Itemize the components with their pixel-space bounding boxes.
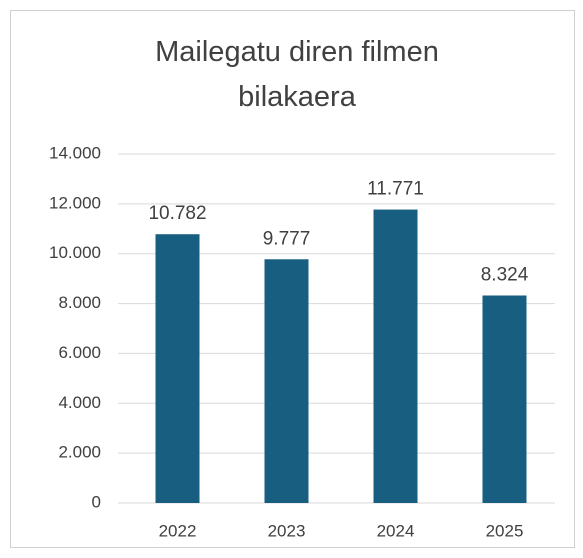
y-tick-label: 2.000 bbox=[58, 443, 101, 462]
bar bbox=[155, 234, 200, 503]
x-tick-label: 2024 bbox=[377, 521, 415, 540]
y-tick-label: 10.000 bbox=[49, 243, 101, 262]
data-label: 8.324 bbox=[481, 265, 529, 286]
bar bbox=[264, 259, 309, 503]
data-label: 9.777 bbox=[263, 228, 311, 249]
x-tick-label: 2022 bbox=[159, 521, 197, 540]
bar bbox=[482, 295, 527, 503]
y-tick-label: 4.000 bbox=[58, 393, 101, 412]
bar bbox=[373, 209, 418, 503]
y-tick-label: 6.000 bbox=[58, 343, 101, 362]
y-tick-label: 12.000 bbox=[49, 193, 101, 212]
y-tick-label: 14.000 bbox=[49, 143, 101, 162]
data-label: 11.771 bbox=[367, 179, 424, 200]
x-tick-label: 2025 bbox=[486, 521, 524, 540]
y-tick-label: 0 bbox=[92, 492, 101, 511]
y-tick-label: 8.000 bbox=[58, 293, 101, 312]
data-label: 10.782 bbox=[148, 203, 206, 224]
chart-title: Mailegatu diren filmen bilakaera bbox=[155, 36, 439, 113]
x-tick-label: 2023 bbox=[268, 521, 306, 540]
